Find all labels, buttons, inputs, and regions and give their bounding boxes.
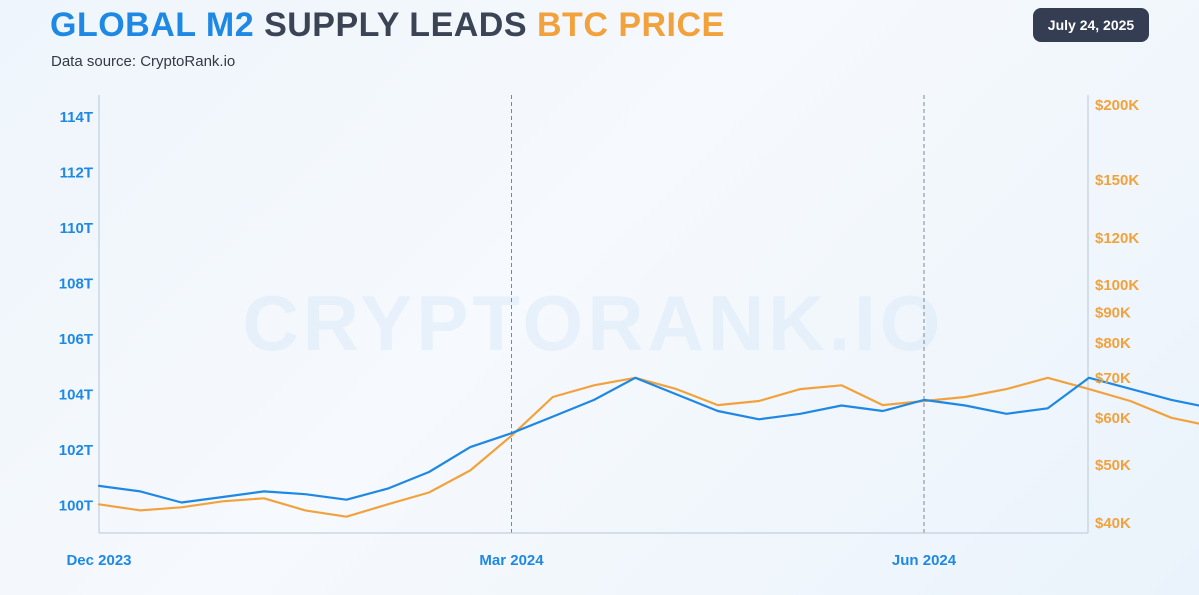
y-right-tick-label: $120K <box>1095 230 1139 247</box>
y-left-tick-label: 104T <box>59 386 93 403</box>
y-right-tick-label: $70K <box>1095 370 1131 387</box>
y-right-tick-label: $90K <box>1095 305 1131 322</box>
chart-title: GLOBAL M2 SUPPLY LEADS BTC PRICE <box>50 6 725 45</box>
y-right-tick-label: $50K <box>1095 457 1131 474</box>
y-left-tick-label: 114T <box>60 109 93 126</box>
title-m2: GLOBAL M2 <box>50 6 255 44</box>
y-right-tick-label: $150K <box>1095 172 1139 189</box>
data-source-note: Data source: CryptoRank.io <box>51 53 236 70</box>
title-btc-price: BTC PRICE <box>537 6 725 44</box>
x-tick-label: Mar 2024 <box>479 552 544 569</box>
title-supply-leads: SUPPLY LEADS <box>264 6 528 44</box>
y-right-tick-label: $80K <box>1095 335 1131 352</box>
m2-series-line <box>97 376 1199 504</box>
y-left-tick-label: 108T <box>59 276 93 293</box>
y-right-tick-label: $60K <box>1095 410 1131 427</box>
x-tick-label: Dec 2023 <box>66 552 131 569</box>
btc-series-line <box>97 376 1199 518</box>
y-right-tick-label: $100K <box>1095 277 1139 294</box>
y-right-tick-label: $200K <box>1095 97 1139 114</box>
watermark-text: CRYPTORANK.IO <box>242 279 944 367</box>
y-left-tick-label: 102T <box>59 442 93 459</box>
y-left-tick-label: 106T <box>59 331 93 348</box>
date-badge: July 24, 2025 <box>1033 8 1149 42</box>
x-tick-label: Jun 2024 <box>892 552 957 569</box>
y-left-tick-label: 110T <box>60 220 93 237</box>
y-left-tick-label: 112T <box>60 165 93 182</box>
y-left-tick-label: 100T <box>59 497 93 514</box>
y-right-tick-label: $40K <box>1095 515 1131 532</box>
